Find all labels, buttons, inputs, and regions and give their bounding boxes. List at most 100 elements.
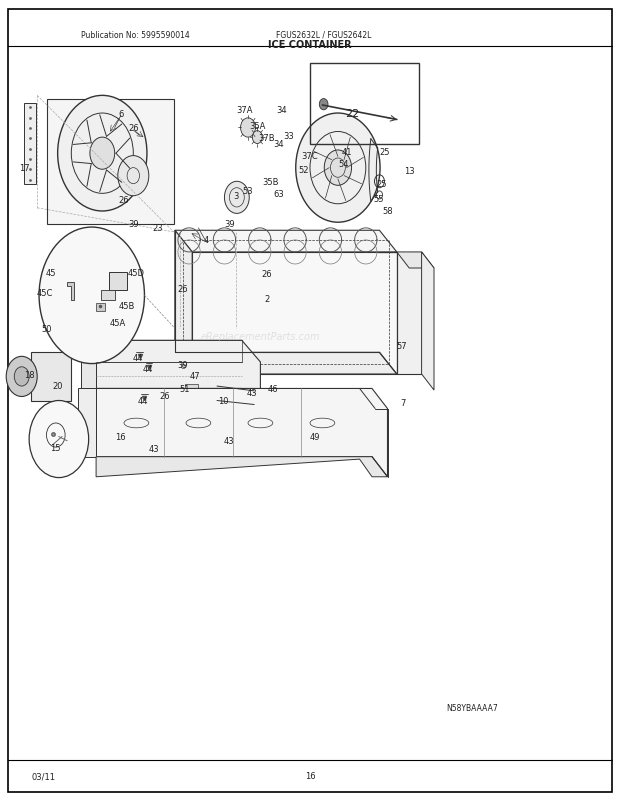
Text: 35A: 35A <box>249 121 265 131</box>
Text: 26: 26 <box>159 391 170 401</box>
Text: 63: 63 <box>273 189 285 199</box>
Text: 45B: 45B <box>119 302 135 311</box>
Text: 57: 57 <box>396 342 407 351</box>
Text: 45A: 45A <box>110 318 126 328</box>
Text: 17: 17 <box>19 164 30 173</box>
Text: 43: 43 <box>247 388 258 398</box>
Text: 37C: 37C <box>302 152 318 161</box>
Circle shape <box>324 151 352 186</box>
Polygon shape <box>175 231 397 253</box>
Bar <box>310 64 418 144</box>
Polygon shape <box>185 385 198 391</box>
Text: 16: 16 <box>304 771 316 780</box>
Text: 41: 41 <box>342 148 352 157</box>
Circle shape <box>90 138 115 170</box>
Circle shape <box>58 96 147 212</box>
Text: 46: 46 <box>267 384 278 394</box>
Text: 15: 15 <box>51 443 61 452</box>
Circle shape <box>296 114 380 223</box>
Circle shape <box>252 132 262 144</box>
Bar <box>96 303 105 311</box>
Bar <box>101 291 115 301</box>
Circle shape <box>118 156 149 196</box>
Circle shape <box>241 119 255 138</box>
Text: Publication No: 5995590014: Publication No: 5995590014 <box>81 30 189 40</box>
Text: 26: 26 <box>261 269 272 279</box>
Text: 26: 26 <box>128 124 139 133</box>
Text: 37B: 37B <box>259 133 275 143</box>
Circle shape <box>39 228 144 364</box>
Polygon shape <box>175 231 192 375</box>
Circle shape <box>6 357 37 397</box>
Text: 3: 3 <box>233 192 238 201</box>
Text: 18: 18 <box>24 370 35 379</box>
Text: 44: 44 <box>138 396 148 406</box>
Polygon shape <box>24 104 36 184</box>
Text: 35B: 35B <box>263 177 279 187</box>
Text: 44: 44 <box>133 353 143 363</box>
Text: 20: 20 <box>53 381 63 391</box>
Polygon shape <box>192 253 397 375</box>
Text: 52: 52 <box>299 165 309 175</box>
Text: 34: 34 <box>277 106 288 115</box>
Text: 22: 22 <box>345 109 359 119</box>
Text: 45D: 45D <box>128 268 145 277</box>
Text: 13: 13 <box>404 166 415 176</box>
Circle shape <box>319 99 328 111</box>
Text: 34: 34 <box>273 140 285 149</box>
Text: 23: 23 <box>153 224 164 233</box>
Polygon shape <box>67 282 74 301</box>
Text: 26: 26 <box>177 284 188 294</box>
Text: 47: 47 <box>190 371 201 381</box>
Text: 25: 25 <box>376 180 386 189</box>
Text: 2: 2 <box>264 294 269 304</box>
Circle shape <box>29 401 89 478</box>
Text: 44: 44 <box>143 364 153 374</box>
Polygon shape <box>96 457 388 477</box>
Text: 10: 10 <box>218 396 228 406</box>
Text: 45: 45 <box>46 268 56 277</box>
Text: 33: 33 <box>283 132 294 141</box>
Text: 53: 53 <box>242 186 254 196</box>
Bar <box>108 273 127 290</box>
Text: 39: 39 <box>128 220 139 229</box>
Polygon shape <box>378 253 422 375</box>
Text: 7: 7 <box>401 398 405 407</box>
Text: 39: 39 <box>177 360 188 370</box>
Polygon shape <box>96 389 388 477</box>
Text: 25: 25 <box>379 148 389 157</box>
Text: 37A: 37A <box>237 106 253 115</box>
Ellipse shape <box>296 164 303 179</box>
Text: 55: 55 <box>373 194 383 204</box>
Polygon shape <box>46 100 174 225</box>
Text: ICE CONTAINER: ICE CONTAINER <box>268 40 352 50</box>
Polygon shape <box>397 253 434 269</box>
Text: 45C: 45C <box>37 288 53 298</box>
Polygon shape <box>31 353 71 401</box>
Text: 4: 4 <box>204 236 209 245</box>
Polygon shape <box>422 253 434 391</box>
Polygon shape <box>81 341 96 389</box>
Text: 50: 50 <box>42 324 51 334</box>
Text: 03/11: 03/11 <box>31 771 55 780</box>
Text: 58: 58 <box>382 206 393 216</box>
Text: 49: 49 <box>310 432 320 442</box>
Polygon shape <box>78 389 96 457</box>
Text: 54: 54 <box>339 160 349 169</box>
Text: 26: 26 <box>118 196 130 205</box>
Polygon shape <box>299 164 316 178</box>
Text: FGUS2632L / FGUS2642L: FGUS2632L / FGUS2642L <box>276 30 371 40</box>
Text: 39: 39 <box>224 220 235 229</box>
Polygon shape <box>96 341 260 409</box>
Text: N58YBAAAA7: N58YBAAAA7 <box>446 703 498 712</box>
Circle shape <box>224 182 249 214</box>
Text: 43: 43 <box>148 444 159 454</box>
Polygon shape <box>175 353 397 375</box>
Text: 51: 51 <box>179 384 189 394</box>
Text: 6: 6 <box>118 109 123 119</box>
Text: eReplacementParts.com: eReplacementParts.com <box>201 332 320 342</box>
Text: 16: 16 <box>115 432 126 442</box>
Ellipse shape <box>313 164 319 179</box>
Circle shape <box>14 367 29 387</box>
Text: 43: 43 <box>224 436 235 446</box>
